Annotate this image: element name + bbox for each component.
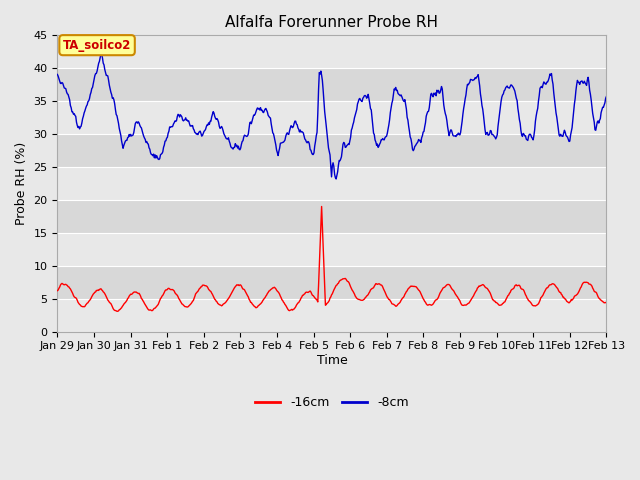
Title: Alfalfa Forerunner Probe RH: Alfalfa Forerunner Probe RH — [225, 15, 438, 30]
Bar — [58, 101, 607, 134]
Bar — [58, 36, 607, 68]
Bar — [58, 266, 607, 299]
Bar — [58, 134, 607, 167]
Text: TA_soilco2: TA_soilco2 — [63, 39, 131, 52]
X-axis label: Time: Time — [317, 354, 348, 367]
Bar — [58, 68, 607, 101]
Bar — [58, 167, 607, 200]
Bar — [58, 233, 607, 266]
Y-axis label: Probe RH (%): Probe RH (%) — [15, 142, 28, 225]
Legend: -16cm, -8cm: -16cm, -8cm — [250, 391, 413, 414]
Bar — [58, 299, 607, 332]
Bar — [58, 200, 607, 233]
